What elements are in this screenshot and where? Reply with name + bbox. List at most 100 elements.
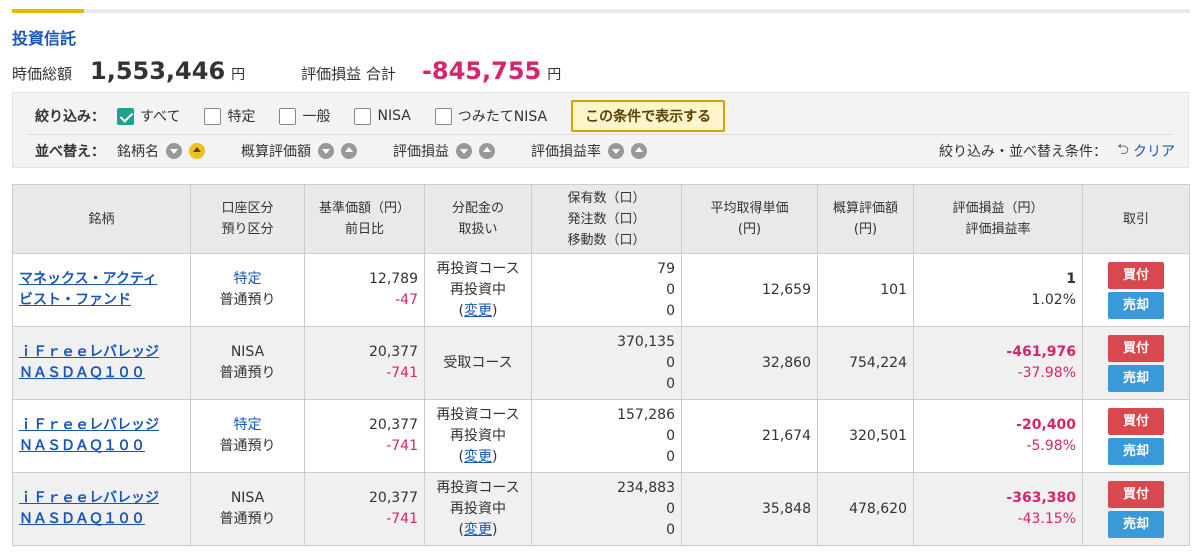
fund-name-cell: ｉＦｒｅｅレバレッジ ＮＡＳＤＡＱ１００ [12, 326, 191, 400]
checkbox-icon[interactable] [354, 107, 372, 125]
distribution-cell: 受取コース [424, 326, 532, 400]
custody-type: 普通預り [219, 365, 276, 381]
nav-value: 20,377 [369, 490, 418, 506]
filter-all-checkbox[interactable]: すべて [117, 106, 180, 126]
moved-qty: 0 [666, 375, 675, 392]
sort-by-pl-rate: 評価損益率 [531, 141, 647, 161]
header-quantity: 保有数（口） 発注数（口） 移動数（口） [531, 184, 682, 254]
pl-value: 1 [1066, 271, 1076, 287]
filter-divider [27, 134, 1173, 135]
sort-desc-icon[interactable] [166, 143, 182, 159]
clear-link[interactable]: ⮌ クリア [1117, 139, 1175, 164]
sort-desc-icon[interactable] [456, 143, 472, 159]
sort-desc-icon[interactable] [608, 143, 624, 159]
filter-ippan-checkbox[interactable]: 一般 [279, 106, 330, 126]
trade-cell: 買付 売却 [1082, 399, 1190, 473]
avg-cost-cell: 12,659 [681, 253, 818, 327]
fund-name-link[interactable]: マネックス・アクティ ビスト・ファンド [19, 271, 158, 308]
nav-cell: 20,377 -741 [304, 472, 425, 546]
fund-name-cell: マネックス・アクティ ビスト・ファンド [12, 253, 191, 327]
header-nav: 基準価額（円） 前日比 [304, 184, 425, 254]
checkbox-icon[interactable] [279, 107, 297, 125]
account-cell: NISA 普通預り [190, 326, 305, 400]
fund-name-link[interactable]: ｉＦｒｅｅレバレッジ ＮＡＳＤＡＱ１００ [19, 490, 159, 527]
apply-filter-button[interactable]: この条件で表示する [571, 100, 726, 132]
filter-panel: 絞り込み： すべて 特定 一般 NISA つみたてNISA この条件で表示する … [12, 92, 1189, 168]
distribution-cell: 再投資コース 再投資中 (変更) [424, 472, 532, 546]
sort-asc-icon[interactable] [631, 143, 647, 159]
pl-cell: -363,380 -43.15% [913, 472, 1083, 546]
summary-bar: 時価総額 1,553,446 円 評価損益 合計 -845,755 円 [12, 57, 561, 89]
nav-change: -741 [386, 365, 418, 381]
table-row: ｉＦｒｅｅレバレッジ ＮＡＳＤＡＱ１００ 特定 普通預り 20,377 -741 再投… [12, 399, 1190, 473]
distribution-cell: 再投資コース 再投資中 (変更) [424, 399, 532, 473]
header-distribution: 分配金の 取扱い [424, 184, 532, 254]
pl-cell: 1 1.02% [913, 253, 1083, 327]
sell-button[interactable]: 売却 [1108, 364, 1164, 392]
filter-row: 絞り込み： すべて 特定 一般 NISA つみたてNISA この条件で表示する [35, 100, 726, 132]
quantity-cell: 157,286 0 0 [531, 399, 682, 473]
sort-asc-icon[interactable] [189, 143, 205, 159]
buy-button[interactable]: 買付 [1108, 407, 1164, 435]
sort-desc-icon[interactable] [318, 143, 334, 159]
sell-button[interactable]: 売却 [1108, 510, 1164, 538]
total-pl-label: 評価損益 合計 [301, 65, 396, 83]
held-qty: 234,883 [617, 479, 675, 496]
nav-value: 20,377 [369, 344, 418, 360]
ordered-qty: 0 [666, 281, 675, 298]
table-row: マネックス・アクティ ビスト・ファンド 特定 普通預り 12,789 -47 再投資コ… [12, 253, 1190, 327]
market-value-label: 時価総額 [12, 65, 73, 83]
checkbox-icon[interactable] [204, 107, 222, 125]
filter-nisa-checkbox[interactable]: NISA [354, 107, 411, 125]
fund-name-link[interactable]: ｉＦｒｅｅレバレッジ ＮＡＳＤＡＱ１００ [19, 417, 159, 454]
sell-button[interactable]: 売却 [1108, 291, 1164, 319]
header-name: 銘柄 [12, 184, 191, 254]
buy-button[interactable]: 買付 [1108, 334, 1164, 362]
distribution-change-link[interactable]: 変更 [464, 448, 492, 465]
held-qty: 79 [657, 260, 675, 277]
nav-cell: 12,789 -47 [304, 253, 425, 327]
table-row: ｉＦｒｅｅレバレッジ ＮＡＳＤＡＱ１００ NISA 普通預り 20,377 -741 … [12, 472, 1190, 546]
header-estimate: 概算評価額 (円) [817, 184, 914, 254]
distribution-course: 再投資コース [436, 406, 520, 423]
sort-item-label: 銘柄名 [117, 144, 159, 160]
check-icon[interactable] [117, 107, 134, 125]
nav-change: -47 [395, 292, 418, 308]
trade-cell: 買付 売却 [1082, 253, 1190, 327]
nav-change: -741 [386, 438, 418, 454]
sort-asc-icon[interactable] [479, 143, 495, 159]
held-qty: 157,286 [617, 406, 675, 423]
fund-name-cell: ｉＦｒｅｅレバレッジ ＮＡＳＤＡＱ１００ [12, 472, 191, 546]
pl-cell: -461,976 -37.98% [913, 326, 1083, 400]
fund-name-link[interactable]: ｉＦｒｅｅレバレッジ ＮＡＳＤＡＱ１００ [19, 344, 159, 381]
sell-button[interactable]: 売却 [1108, 437, 1164, 465]
distribution-change-link[interactable]: 変更 [464, 521, 492, 538]
header-avg-cost: 平均取得単価 (円) [681, 184, 818, 254]
filter-option-label: すべて [140, 109, 181, 125]
buy-button[interactable]: 買付 [1108, 480, 1164, 508]
filter-tsumitate-nisa-checkbox[interactable]: つみたてNISA [434, 106, 547, 126]
fund-name-cell: ｉＦｒｅｅレバレッジ ＮＡＳＤＡＱ１００ [12, 399, 191, 473]
avg-cost-cell: 21,674 [681, 399, 818, 473]
distribution-status: 再投資中 [450, 500, 506, 517]
sort-label: 並べ替え： [35, 144, 105, 160]
distribution-status: 再投資中 [450, 427, 506, 444]
account-type: NISA [230, 490, 265, 506]
account-type: NISA [230, 344, 265, 360]
pl-value: -363,380 [1006, 490, 1076, 506]
section-title: 投資信託 [12, 29, 77, 48]
conditions-label: 絞り込み・並べ替え条件： [938, 144, 1107, 160]
estimate-cell: 754,224 [817, 326, 914, 400]
checkbox-icon[interactable] [434, 107, 452, 125]
nav-cell: 20,377 -741 [304, 399, 425, 473]
sort-asc-icon[interactable] [341, 143, 357, 159]
moved-qty: 0 [666, 302, 675, 319]
nav-cell: 20,377 -741 [304, 326, 425, 400]
distribution-change-link[interactable]: 変更 [464, 302, 492, 319]
holdings-table: 銘柄 口座区分 預り区分 基準価額（円） 前日比 分配金の 取扱い 保有数（口） 発注数… [12, 184, 1190, 546]
pl-value: -461,976 [1006, 344, 1076, 360]
filter-tokutei-checkbox[interactable]: 特定 [204, 106, 255, 126]
buy-button[interactable]: 買付 [1108, 261, 1164, 289]
nav-change: -741 [386, 511, 418, 527]
pl-value: -20,400 [1016, 417, 1076, 433]
